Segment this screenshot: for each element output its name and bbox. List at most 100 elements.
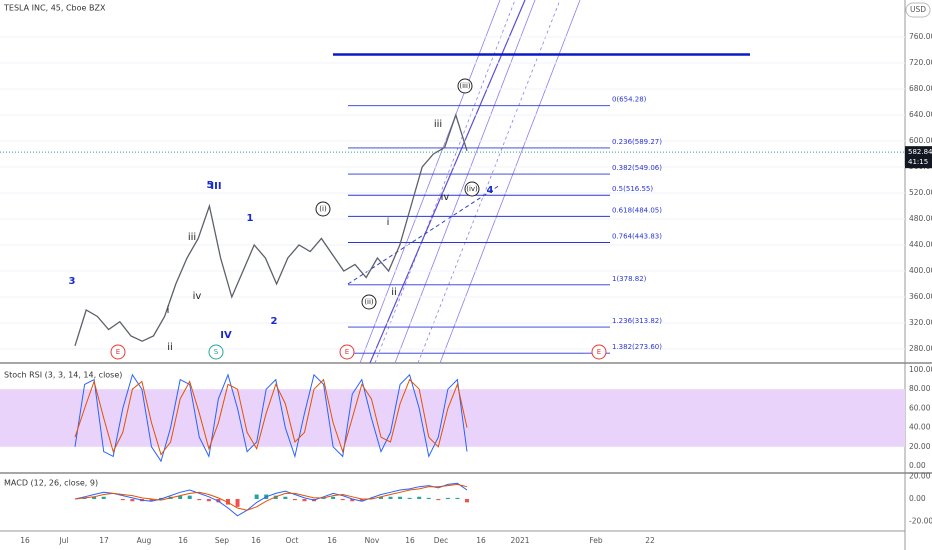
x-tick-label: 16 [476, 536, 486, 545]
wave-label: ii [167, 342, 173, 353]
x-tick-label: 16 [405, 536, 415, 545]
fib-label: 0.764(443.83) [612, 233, 662, 241]
macd-histogram [130, 499, 135, 502]
y-tick-label: 440.00 [909, 240, 932, 249]
x-tick-label: Feb [589, 536, 603, 545]
wave-circle [361, 294, 377, 310]
macd-histogram [178, 495, 183, 499]
wave-label: i [167, 305, 170, 316]
macd-histogram [120, 499, 125, 501]
x-tick-label: 16 [327, 536, 337, 545]
wave-label: E [345, 348, 349, 356]
macd-histogram [455, 497, 460, 499]
stoch-tick-label: 40.00 [909, 423, 931, 432]
macd-histogram [340, 499, 345, 501]
macd-tick-label: 20.00 [909, 472, 931, 481]
macd-tick-label: -20.00 [909, 516, 932, 525]
wave-circle [457, 78, 473, 94]
stoch-line [74, 373, 468, 463]
macd-histogram [369, 497, 374, 499]
trend-line [347, 184, 501, 285]
wave-label: 5 [207, 180, 214, 191]
y-tick-label: 720.00 [909, 58, 932, 67]
wave-label: ii [391, 287, 397, 298]
fib-label: 0.618(484.05) [612, 206, 662, 214]
wave-circle [208, 344, 224, 360]
fib-label: 1(378.82) [612, 275, 647, 283]
macd-histogram [426, 497, 431, 499]
y-tick-label: 400.00 [909, 266, 932, 275]
wave-label: IV [220, 330, 232, 341]
last-price-label: 582.84 [908, 148, 932, 156]
macd-histogram [206, 499, 211, 502]
fib-label: 1.382(273.60) [612, 343, 662, 351]
wave-label: 1 [247, 213, 254, 224]
wave-label: iii [434, 119, 442, 130]
x-tick-label: 16 [20, 536, 30, 545]
fib-label: 0.5(516.55) [612, 185, 653, 193]
x-tick-label: 16 [178, 536, 188, 545]
wave-circle [464, 181, 480, 197]
macd-histogram [254, 494, 259, 499]
symbol-title: TESLA INC, 45, Cboe BZX [3, 4, 106, 13]
x-tick-label: Aug [137, 536, 152, 545]
stoch-tick-label: 20.00 [909, 442, 931, 451]
x-tick-label: 16 [251, 536, 261, 545]
macd-line [74, 482, 468, 517]
wave-label: S [214, 348, 219, 356]
y-tick-label: 320.00 [909, 318, 932, 327]
macd-histogram [331, 496, 336, 499]
fib-label: 1.236(313.82) [612, 317, 662, 325]
wave-label: (ii) [364, 298, 374, 306]
x-tick-label: Sep [215, 536, 229, 545]
last-price-box [905, 146, 932, 169]
macd-histogram [378, 496, 383, 499]
x-tick-label: Oct [286, 536, 299, 545]
stoch-tick-label: 0.00 [909, 461, 926, 470]
wave-circle [110, 344, 126, 360]
x-tick-label: 2021 [510, 536, 529, 545]
macd-histogram [149, 499, 154, 502]
wave-label: 2 [271, 316, 278, 327]
macd-histogram [292, 499, 297, 501]
stoch-line [74, 378, 468, 456]
macd-histogram [445, 497, 450, 499]
x-tick-label: Jul [58, 536, 68, 545]
macd-histogram [417, 496, 422, 499]
pitchfork [359, 0, 581, 364]
macd-histogram [321, 497, 326, 499]
y-tick-label: 280.00 [909, 344, 932, 353]
macd-histogram [235, 499, 240, 507]
macd-histogram [283, 496, 288, 499]
stoch-tick-label: 80.00 [909, 384, 931, 393]
wave-label: (i) [319, 205, 327, 213]
x-tick-label: Dec [434, 536, 449, 545]
stoch-tick-label: 60.00 [909, 403, 931, 412]
stoch-title: Stoch RSI (3, 3, 14, 14, close) [4, 371, 122, 380]
currency-badge[interactable] [905, 2, 931, 18]
macd-histogram [197, 499, 202, 501]
macd-histogram [407, 497, 412, 499]
wave-label: iii [188, 232, 196, 243]
y-tick-label: 520.00 [909, 188, 932, 197]
macd-histogram [187, 495, 192, 499]
x-tick-label: 17 [99, 536, 109, 545]
macd-tick-label: 0.00 [909, 494, 926, 503]
fib-label: 0.382(549.06) [612, 164, 662, 172]
wave-circle [339, 344, 355, 360]
macd-histogram [225, 499, 230, 505]
x-tick-label: 22 [645, 536, 655, 545]
macd-histogram [359, 499, 364, 502]
macd-histogram [388, 496, 393, 499]
currency: USD [910, 5, 926, 14]
wave-label: (iv) [466, 185, 478, 193]
y-tick-label: 640.00 [909, 110, 932, 119]
wave-label: III [210, 181, 221, 192]
macd-histogram [350, 499, 355, 502]
x-tick-label: Nov [365, 536, 380, 545]
y-tick-label: 600.00 [909, 136, 932, 145]
y-tick-label: 480.00 [909, 214, 932, 223]
wave-label: iv [193, 291, 202, 302]
macd-histogram [398, 496, 403, 499]
wave-label: iv [441, 192, 450, 203]
